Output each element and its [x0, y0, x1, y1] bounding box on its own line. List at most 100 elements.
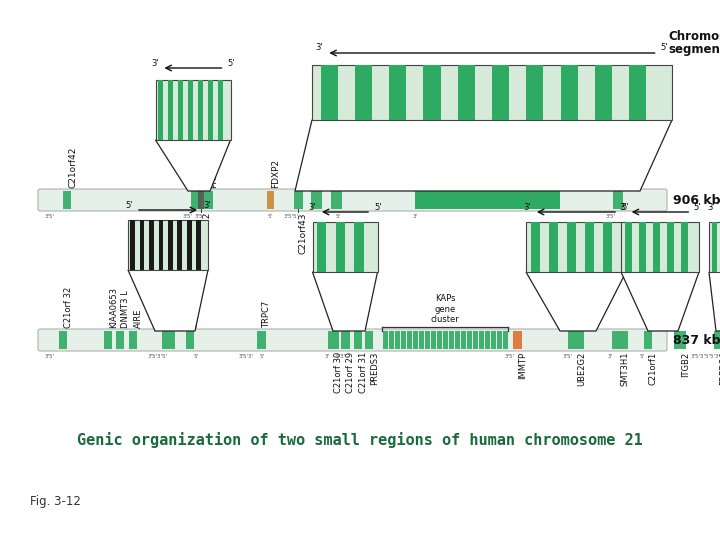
Bar — [355, 65, 372, 120]
Polygon shape — [312, 272, 377, 331]
Text: 5': 5' — [259, 354, 264, 359]
Bar — [310, 191, 322, 209]
Bar — [644, 331, 652, 349]
Text: PRED21: PRED21 — [197, 152, 206, 188]
Text: TRPC7: TRPC7 — [262, 301, 271, 328]
Text: 3'5': 3'5' — [505, 354, 515, 359]
Bar — [526, 65, 544, 120]
Bar — [568, 331, 584, 349]
Bar — [709, 222, 720, 272]
Text: ITGB2: ITGB2 — [681, 352, 690, 377]
FancyBboxPatch shape — [38, 329, 667, 351]
Bar — [674, 331, 686, 349]
Text: C21orf 32: C21orf 32 — [64, 287, 73, 328]
Text: FDXP2: FDXP2 — [271, 159, 280, 188]
Bar — [186, 220, 192, 270]
Bar — [449, 331, 454, 349]
Text: 5': 5' — [336, 214, 341, 219]
Text: SMT3H1: SMT3H1 — [621, 352, 630, 387]
Bar — [161, 331, 174, 349]
Text: 3': 3' — [413, 214, 418, 219]
Bar — [513, 331, 521, 349]
Bar — [612, 331, 628, 349]
Bar — [492, 65, 509, 120]
Polygon shape — [295, 120, 672, 191]
Bar — [191, 191, 202, 209]
Bar — [561, 65, 577, 120]
Bar — [443, 331, 448, 349]
Bar — [116, 331, 124, 349]
Bar — [549, 222, 558, 272]
Text: Fig. 3-12: Fig. 3-12 — [30, 496, 81, 509]
Text: ATP5A: ATP5A — [317, 160, 326, 188]
Bar — [336, 222, 345, 272]
Bar — [59, 331, 67, 349]
Text: 3'5'3'5': 3'5'3'5' — [148, 354, 168, 359]
Text: segment: segment — [668, 43, 720, 56]
Bar — [389, 65, 406, 120]
Bar — [197, 220, 201, 270]
Bar — [168, 80, 173, 140]
Text: C21orf 29: C21orf 29 — [346, 352, 355, 393]
Text: PREDS3: PREDS3 — [370, 352, 379, 386]
Text: 5': 5' — [374, 202, 382, 212]
Text: 3'5'5': 3'5'5' — [284, 214, 299, 219]
Bar — [407, 331, 412, 349]
Text: 3': 3' — [203, 200, 211, 210]
Text: 3': 3' — [523, 202, 531, 212]
Polygon shape — [709, 272, 720, 331]
Bar — [585, 222, 594, 272]
Bar — [395, 331, 400, 349]
Bar — [208, 80, 213, 140]
Bar — [186, 331, 194, 349]
Text: 3': 3' — [151, 58, 158, 68]
Bar — [129, 331, 137, 349]
Text: 5': 5' — [125, 200, 133, 210]
Bar — [294, 191, 302, 209]
Text: 3': 3' — [618, 202, 626, 212]
Text: PRED22: PRED22 — [202, 212, 211, 247]
Bar — [188, 80, 193, 140]
Bar — [104, 331, 112, 349]
Bar — [178, 80, 183, 140]
Polygon shape — [156, 140, 230, 191]
Bar — [624, 222, 631, 272]
Bar — [603, 222, 613, 272]
Text: C21orf42: C21orf42 — [68, 147, 77, 188]
Text: AIRE: AIRE — [134, 309, 143, 328]
Bar — [312, 222, 377, 272]
Text: DNMT3 L: DNMT3 L — [121, 291, 130, 328]
Text: 3'5': 3'5' — [45, 214, 55, 219]
Text: GABPA: GABPA — [337, 158, 346, 188]
Bar — [400, 331, 405, 349]
Bar — [203, 191, 213, 209]
Text: 5': 5' — [621, 202, 629, 212]
Bar — [413, 331, 418, 349]
Text: 906 kb: 906 kb — [673, 193, 720, 206]
Bar — [256, 331, 266, 349]
Polygon shape — [526, 272, 626, 331]
Text: 5': 5' — [639, 354, 644, 359]
Bar — [461, 331, 466, 349]
Bar — [711, 222, 717, 272]
Bar — [479, 331, 484, 349]
Bar — [415, 191, 559, 209]
Bar — [485, 331, 490, 349]
Bar — [714, 331, 720, 349]
Bar — [382, 331, 387, 349]
Bar — [490, 331, 495, 349]
Text: 3': 3' — [608, 354, 613, 359]
Bar — [621, 222, 699, 272]
Text: Genic organization of two small regions of human chromosome 21: Genic organization of two small regions … — [77, 432, 643, 448]
Bar — [418, 331, 423, 349]
Text: C21orf 2: C21orf 2 — [191, 292, 200, 328]
Bar — [168, 220, 173, 270]
Text: PRED24: PRED24 — [619, 153, 628, 188]
Bar — [63, 191, 71, 209]
Text: 5': 5' — [228, 58, 235, 68]
Text: 5': 5' — [693, 202, 701, 212]
Bar — [423, 65, 441, 120]
Text: IMMTP: IMMTP — [518, 352, 527, 379]
Bar — [639, 222, 646, 272]
Text: 3': 3' — [308, 202, 316, 212]
